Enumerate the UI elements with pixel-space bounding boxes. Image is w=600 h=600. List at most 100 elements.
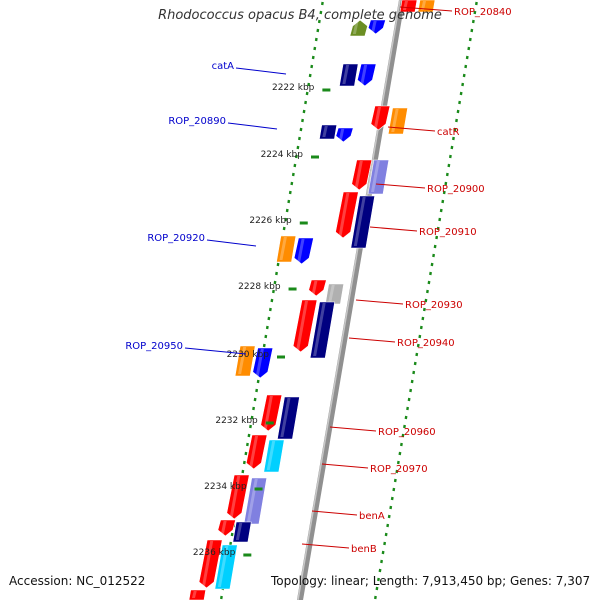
- left-leader-line: [206, 239, 257, 247]
- guide-dot-left: [246, 442, 249, 447]
- guide-dot-right: [467, 46, 471, 51]
- gene-20970-1: [245, 434, 268, 470]
- ruler-label: 2236 kbp: [193, 548, 236, 558]
- gene-20900-1: [351, 159, 373, 191]
- ruler-label: 2226 kbp: [249, 216, 292, 226]
- right-leader-line: [348, 337, 396, 343]
- right-gene-label: benA: [359, 511, 385, 522]
- gene-catR-2-highlight: [391, 109, 399, 132]
- guide-dot-left: [291, 172, 295, 177]
- genome-backbone-highlight: [297, 0, 401, 600]
- guide-dot-right: [392, 487, 396, 492]
- guide-dot-right: [429, 271, 432, 276]
- gene-catA-1: [349, 19, 368, 37]
- guide-dot-right: [459, 91, 463, 96]
- guide-dot-right: [386, 523, 390, 528]
- gene-20890-2-highlight: [338, 129, 345, 140]
- guide-dot-right: [439, 208, 443, 213]
- gene-benB-3-highlight: [202, 541, 214, 586]
- guide-dot-right: [471, 19, 475, 24]
- guide-dot-left: [287, 199, 291, 204]
- right-gene-label: benB: [351, 544, 377, 555]
- accession-text: Accession: NC_012522: [9, 574, 146, 588]
- guide-dot-left: [285, 208, 289, 213]
- right-leader-line: [311, 510, 358, 516]
- gene-20920-1: [276, 235, 297, 263]
- guide-dot-right: [422, 307, 426, 312]
- guide-dot-right: [461, 82, 465, 87]
- left-leader-line: [235, 67, 287, 75]
- gene-benB-2: [232, 521, 252, 543]
- guide-dot-right: [384, 532, 388, 537]
- guide-dot-right: [419, 325, 423, 330]
- gene-20890-1-highlight: [322, 126, 328, 137]
- guide-dot-right: [412, 370, 416, 375]
- guide-dot-right: [398, 451, 402, 456]
- right-leader-line: [387, 126, 436, 132]
- gene-20890-1: [319, 124, 338, 140]
- gene-20840-2-highlight: [420, 1, 426, 10]
- left-gene-label: ROP_20920: [147, 233, 205, 244]
- guide-dot-left: [284, 217, 288, 222]
- gene-20900-2-highlight: [371, 161, 380, 192]
- guide-dot-right: [435, 235, 439, 240]
- guide-dot-right: [456, 109, 460, 114]
- guide-dot-right: [421, 316, 425, 321]
- guide-dot-right: [458, 100, 462, 105]
- gene-20840-1: [399, 0, 418, 13]
- guide-dot-right: [413, 361, 417, 366]
- guide-dot-right: [377, 577, 380, 582]
- guide-dot-right: [444, 181, 448, 186]
- right-leader-line: [301, 543, 350, 549]
- right-gene-label: catR: [437, 127, 460, 138]
- guide-dot-right: [393, 478, 397, 483]
- guide-dot-left: [270, 298, 274, 303]
- gene-catA-4: [357, 63, 377, 87]
- guide-dot-left: [290, 181, 294, 186]
- guide-dot-left: [294, 154, 298, 159]
- gene-20930-2-highlight: [328, 285, 335, 302]
- guide-dot-left: [307, 82, 311, 87]
- guide-dot-left: [267, 316, 271, 321]
- guide-dot-right: [373, 595, 377, 600]
- guide-dot-left: [276, 262, 280, 267]
- guide-dot-left: [273, 280, 277, 285]
- gene-edge-1-highlight: [192, 591, 197, 598]
- guide-dot-right: [380, 559, 383, 564]
- guide-dot-right: [455, 118, 458, 123]
- gene-20900-2: [367, 159, 390, 195]
- gene-20970-1-highlight: [249, 436, 259, 467]
- guide-dot-right: [400, 442, 403, 447]
- right-gene-label: ROP_20900: [427, 184, 485, 195]
- gene-benB-4: [214, 544, 238, 590]
- gene-20970-2: [263, 439, 285, 473]
- guide-dot-left: [296, 145, 300, 150]
- gene-benA-1: [226, 474, 250, 520]
- gene-20920-1-highlight: [279, 237, 287, 260]
- guide-dot-left: [250, 415, 254, 420]
- gene-20960-2-highlight: [280, 398, 291, 437]
- gene-20900-1-highlight: [354, 161, 363, 188]
- right-leader-line: [369, 226, 418, 232]
- left-gene-label: ROP_20950: [125, 341, 183, 352]
- guide-dot-right: [395, 469, 399, 474]
- guide-dot-left: [319, 10, 323, 15]
- guide-dot-right: [409, 388, 413, 393]
- guide-dot-right: [430, 262, 434, 267]
- guide-dot-right: [401, 433, 405, 438]
- guide-dot-left: [265, 325, 269, 330]
- guide-dot-right: [375, 586, 379, 591]
- guide-dot-left: [256, 379, 260, 384]
- gene-benA-1-highlight: [229, 476, 241, 517]
- guide-dot-left: [298, 136, 301, 141]
- guide-dot-right: [453, 127, 457, 132]
- guide-dot-right: [448, 154, 452, 159]
- gene-20950-2-highlight: [255, 349, 264, 376]
- right-gene-label: ROP_20970: [370, 464, 428, 475]
- gene-catR-1: [370, 105, 391, 131]
- guide-dot-left: [314, 37, 318, 42]
- guide-dot-left: [301, 118, 304, 123]
- gene-20910-1: [335, 191, 359, 239]
- guide-dot-right: [381, 550, 385, 555]
